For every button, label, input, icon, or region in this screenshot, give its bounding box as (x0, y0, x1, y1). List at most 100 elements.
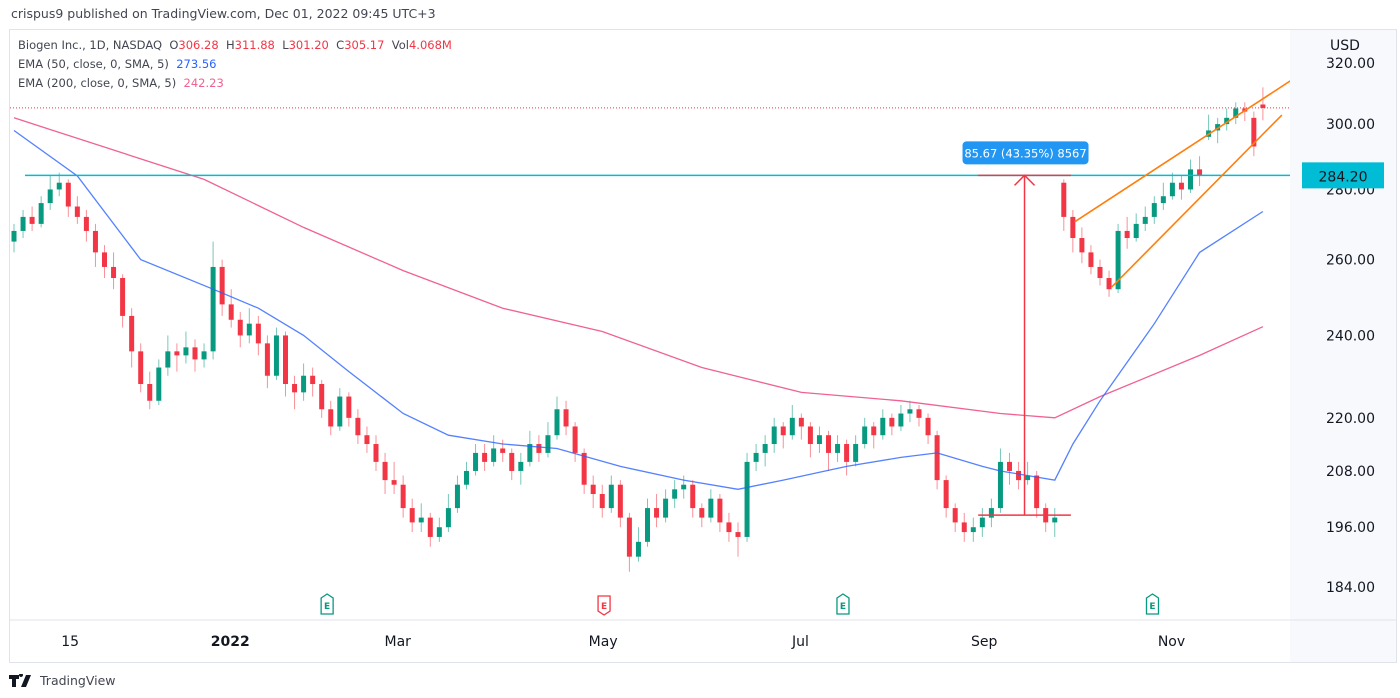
candle[interactable] (997, 448, 1003, 513)
candle[interactable] (599, 484, 605, 518)
candle[interactable] (880, 409, 886, 440)
channel-upper-line[interactable] (1074, 68, 1310, 223)
price-axis[interactable] (1290, 30, 1396, 662)
candle[interactable] (11, 223, 17, 253)
candle[interactable] (898, 405, 904, 431)
candle[interactable] (844, 439, 850, 476)
candle[interactable] (572, 422, 578, 462)
candle[interactable] (219, 259, 225, 316)
candle[interactable] (1097, 259, 1103, 286)
candle[interactable] (762, 435, 768, 467)
candle[interactable] (1124, 216, 1130, 249)
candle[interactable] (38, 196, 44, 228)
candle[interactable] (310, 367, 316, 397)
candle[interactable] (590, 475, 596, 509)
candle[interactable] (454, 475, 460, 513)
candle[interactable] (183, 331, 189, 364)
candle[interactable] (174, 343, 180, 372)
candle[interactable] (500, 439, 506, 462)
candle[interactable] (1088, 245, 1094, 275)
candle[interactable] (418, 503, 424, 533)
candle[interactable] (427, 512, 433, 547)
candle[interactable] (853, 435, 859, 467)
candle[interactable] (228, 289, 234, 328)
candle[interactable] (925, 413, 931, 445)
candle[interactable] (111, 252, 117, 290)
candle[interactable] (1025, 461, 1031, 485)
candle[interactable] (20, 209, 26, 239)
candle[interactable] (1260, 87, 1266, 121)
candle[interactable] (1052, 508, 1058, 537)
candle[interactable] (952, 503, 958, 533)
candle[interactable] (717, 493, 723, 533)
candle[interactable] (970, 517, 976, 542)
candle[interactable] (554, 396, 560, 440)
candle[interactable] (74, 196, 80, 224)
candle[interactable] (681, 475, 687, 499)
earnings-icon[interactable]: E (597, 595, 611, 616)
candle[interactable] (690, 480, 696, 518)
candle[interactable] (473, 444, 479, 476)
candle[interactable] (83, 209, 89, 242)
candle[interactable] (464, 461, 469, 490)
candle[interactable] (608, 475, 614, 513)
candle[interactable] (907, 400, 913, 423)
candle[interactable] (563, 400, 569, 436)
candle[interactable] (246, 308, 252, 344)
candle[interactable] (1215, 117, 1221, 144)
candle[interactable] (147, 371, 153, 410)
candle[interactable] (165, 335, 171, 376)
candle[interactable] (138, 343, 144, 393)
candle[interactable] (545, 422, 551, 458)
candle[interactable] (445, 493, 451, 533)
candle[interactable] (816, 426, 822, 453)
candle[interactable] (436, 517, 442, 542)
candle[interactable] (1007, 452, 1012, 485)
candle[interactable] (807, 422, 813, 458)
candle[interactable] (1070, 209, 1076, 253)
candle[interactable] (509, 448, 515, 481)
legend-ema200-row[interactable]: EMA (200, close, 0, SMA, 5) 242.23 (18, 74, 452, 93)
candle[interactable] (617, 480, 623, 528)
candle[interactable] (192, 339, 198, 372)
candle[interactable] (409, 498, 415, 533)
candle[interactable] (1142, 206, 1148, 231)
candle[interactable] (319, 379, 325, 418)
candle[interactable] (301, 363, 307, 401)
candle[interactable] (735, 522, 741, 557)
candle[interactable] (1079, 227, 1085, 264)
candle[interactable] (826, 430, 831, 471)
candle[interactable] (1188, 159, 1193, 193)
candle[interactable] (943, 475, 949, 518)
candle[interactable] (56, 172, 62, 197)
candle[interactable] (1178, 176, 1184, 200)
candle[interactable] (961, 512, 967, 542)
candle[interactable] (979, 508, 985, 537)
candle[interactable] (1151, 196, 1157, 224)
candle[interactable] (988, 498, 994, 528)
candle[interactable] (156, 359, 162, 406)
earnings-icon[interactable]: E (836, 593, 850, 615)
candle[interactable] (210, 241, 216, 360)
candle[interactable] (1251, 111, 1257, 157)
candle[interactable] (835, 435, 841, 462)
candle[interactable] (337, 388, 343, 431)
symbol-name[interactable]: Biogen Inc., 1D, NASDAQ (18, 38, 163, 52)
candle[interactable] (1160, 182, 1166, 210)
candle[interactable] (708, 489, 714, 523)
candle[interactable] (753, 444, 759, 471)
candle[interactable] (364, 426, 370, 453)
candle[interactable] (789, 405, 795, 440)
candle[interactable] (635, 527, 641, 562)
candle[interactable] (1197, 156, 1203, 187)
candle[interactable] (273, 327, 279, 380)
candle[interactable] (663, 489, 669, 523)
earnings-icon[interactable]: E (320, 593, 334, 615)
candle[interactable] (1224, 108, 1230, 131)
candle[interactable] (491, 435, 497, 467)
candle[interactable] (536, 435, 542, 462)
candle[interactable] (382, 452, 388, 494)
candle[interactable] (1169, 172, 1175, 200)
candle[interactable] (871, 422, 877, 449)
